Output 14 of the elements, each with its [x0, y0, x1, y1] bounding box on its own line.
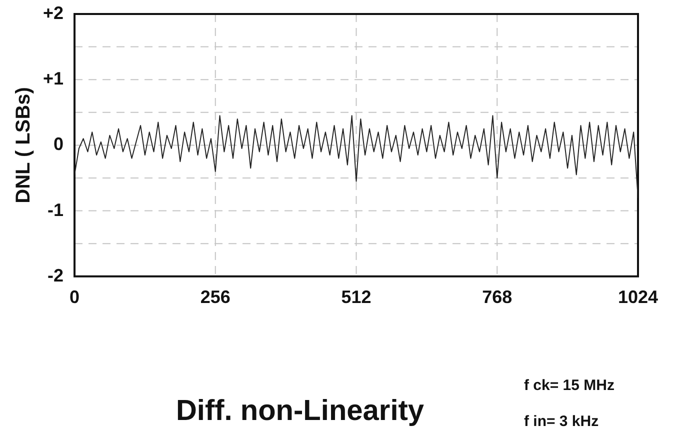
text: f in= 3 kHz: [524, 413, 599, 430]
y-tick-label: 0: [54, 134, 64, 154]
y-tick-label: -2: [48, 265, 64, 286]
text: Diff. non-Linearity: [176, 395, 424, 427]
x-tick-label: 1024: [618, 287, 658, 308]
x-tick-label: 256: [200, 287, 230, 308]
y-axis-title: DNL ( LSBs): [12, 87, 35, 204]
text: f ck= 15 MHz: [524, 377, 614, 394]
y-tick-label: +2: [42, 2, 64, 23]
x-tick-label: 0: [70, 287, 80, 308]
y-tick-label: +1: [42, 68, 64, 89]
x-tick-label: 768: [482, 287, 512, 308]
x-tick-label: 512: [341, 287, 372, 308]
y-tick-label: -1: [48, 200, 64, 220]
